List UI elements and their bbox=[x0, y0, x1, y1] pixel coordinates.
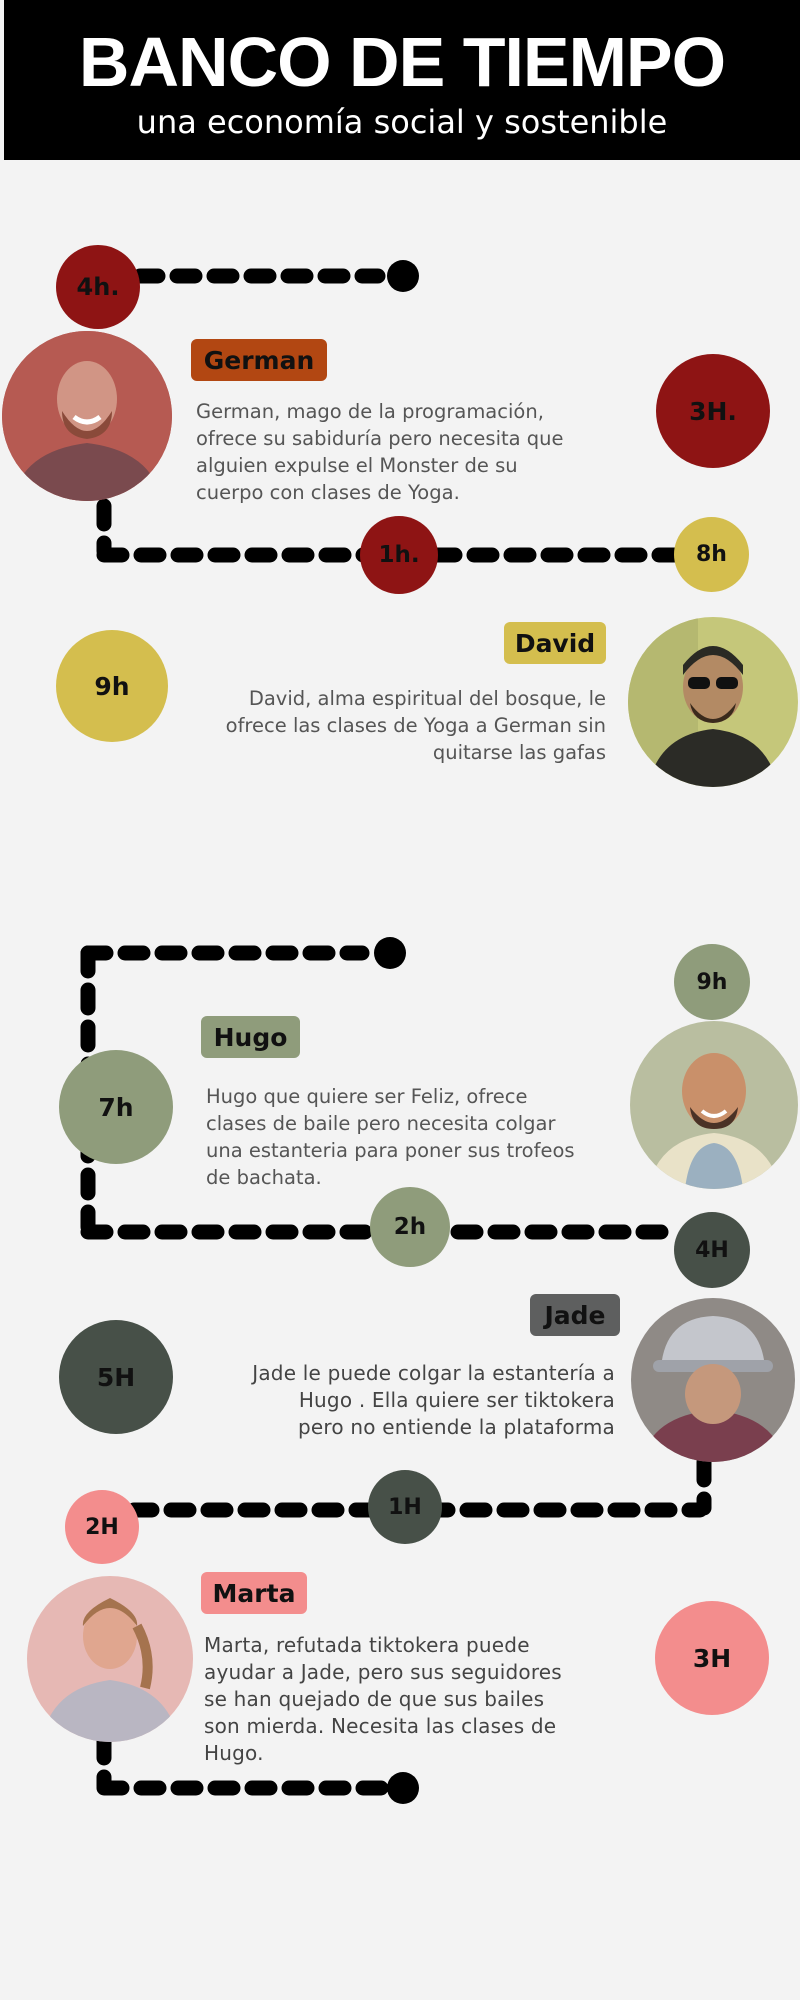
badge-9h-david: 9h bbox=[56, 630, 168, 742]
badge-label: 4H bbox=[695, 1237, 729, 1263]
badge-label: 3H bbox=[692, 1643, 732, 1673]
badge-7h: 7h bbox=[59, 1050, 173, 1164]
badge-label: 2H bbox=[85, 1514, 119, 1540]
david-name: David bbox=[514, 628, 596, 658]
desc-line: German, mago de la programación, bbox=[196, 400, 544, 423]
connector-end-dot bbox=[374, 937, 406, 969]
badge-label: 9h bbox=[696, 969, 728, 995]
david-name-tag: David bbox=[504, 622, 606, 664]
badge-9h-hugo: 9h bbox=[674, 944, 750, 1020]
desc-line: alguien expulse el Monster de su bbox=[196, 454, 518, 477]
connector-end-dot bbox=[387, 1772, 419, 1804]
hugo-description: Hugo que quiere ser Feliz, ofrece clases… bbox=[206, 1083, 626, 1191]
desc-line: Hugo . Ella quiere ser tiktokera bbox=[298, 1388, 615, 1412]
desc-line: de bachata. bbox=[206, 1166, 322, 1189]
marta-avatar bbox=[27, 1576, 193, 1742]
badge-label: 1H bbox=[388, 1494, 422, 1520]
desc-line: cuerpo con clases de Yoga. bbox=[196, 481, 460, 504]
badge-label: 2h bbox=[393, 1214, 427, 1240]
connector-end-dot bbox=[387, 260, 419, 292]
german-avatar bbox=[2, 331, 172, 501]
badge-1h: 1h. bbox=[360, 516, 438, 594]
badge-label: 5H bbox=[96, 1362, 136, 1392]
desc-line: Hugo. bbox=[204, 1741, 264, 1765]
badge-3h-marta: 3H bbox=[655, 1601, 769, 1715]
desc-line: Hugo que quiere ser Feliz, ofrece bbox=[206, 1085, 528, 1108]
marta-description: Marta, refutada tiktokera puede ayudar a… bbox=[204, 1632, 624, 1767]
german-name: German bbox=[203, 345, 315, 375]
desc-line: quitarse las gafas bbox=[432, 741, 606, 764]
desc-line: clases de baile pero necesita colgar bbox=[206, 1112, 556, 1135]
marta-name: Marta bbox=[212, 1578, 296, 1608]
badge-1h-jade: 1H bbox=[368, 1470, 442, 1544]
badge-label: 8h bbox=[696, 542, 727, 567]
desc-line: Jade le puede colgar la estantería a bbox=[252, 1361, 615, 1385]
desc-line: se han quejado de que sus bailes bbox=[204, 1687, 545, 1711]
page-subtitle: una economía social y sostenible bbox=[136, 103, 668, 141]
desc-line: David, alma espiritual del bosque, le bbox=[248, 687, 606, 710]
badge-2h-marta: 2H bbox=[65, 1490, 139, 1564]
badge-label: 7h bbox=[98, 1092, 134, 1122]
german-description: German, mago de la programación, ofrece … bbox=[196, 398, 616, 506]
badge-label: 9h bbox=[94, 671, 130, 701]
jade-description: Jade le puede colgar la estantería a Hug… bbox=[190, 1360, 615, 1441]
badge-label: 3H. bbox=[689, 396, 737, 426]
marta-name-tag: Marta bbox=[201, 1572, 307, 1614]
desc-line: Marta, refutada tiktokera puede bbox=[204, 1633, 530, 1657]
hugo-name: Hugo bbox=[213, 1022, 288, 1052]
david-avatar bbox=[628, 617, 798, 787]
badge-4h-jade: 4H bbox=[674, 1212, 750, 1288]
desc-line: pero no entiende la plataforma bbox=[297, 1415, 615, 1439]
desc-line: ofrece las clases de Yoga a German sin bbox=[225, 714, 606, 737]
german-name-tag: German bbox=[191, 339, 327, 381]
desc-line: una estanteria para poner sus trofeos bbox=[206, 1139, 575, 1162]
badge-4h: 4h. bbox=[56, 245, 140, 329]
jade-name-tag: Jade bbox=[530, 1294, 620, 1336]
badge-2h: 2h bbox=[370, 1187, 450, 1267]
page-title: BANCO DE TIEMPO bbox=[78, 23, 726, 101]
badge-3h: 3H. bbox=[656, 354, 770, 468]
jade-name: Jade bbox=[544, 1300, 606, 1330]
badge-label: 4h. bbox=[76, 273, 120, 301]
hugo-avatar bbox=[630, 1021, 798, 1189]
badge-8h: 8h bbox=[674, 517, 749, 592]
hugo-name-tag: Hugo bbox=[201, 1016, 300, 1058]
desc-line: ofrece su sabiduría pero necesita que bbox=[196, 427, 564, 450]
desc-line: ayudar a Jade, pero sus seguidores bbox=[204, 1660, 562, 1684]
david-description: David, alma espiritual del bosque, le of… bbox=[180, 685, 606, 766]
desc-line: son mierda. Necesita las clases de bbox=[204, 1714, 557, 1738]
badge-label: 1h. bbox=[378, 542, 420, 568]
badge-5h: 5H bbox=[59, 1320, 173, 1434]
header-banner: BANCO DE TIEMPO una economía social y so… bbox=[4, 0, 800, 160]
jade-avatar bbox=[631, 1298, 795, 1462]
